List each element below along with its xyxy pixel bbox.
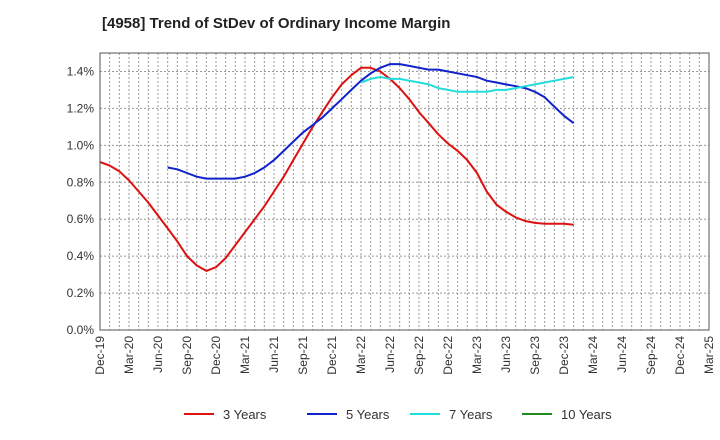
x-tick-label: Jun-22 <box>383 336 397 373</box>
x-tick-label: Jun-23 <box>499 336 513 373</box>
chart-title: [4958] Trend of StDev of Ordinary Income… <box>102 15 450 32</box>
x-tick-label: Mar-21 <box>238 336 252 374</box>
x-tick-label: Dec-22 <box>441 336 455 375</box>
grid <box>100 53 709 331</box>
y-tick-label: 1.4% <box>67 64 95 78</box>
y-tick-label: 0.6% <box>67 212 95 226</box>
x-tick-label: Mar-25 <box>702 336 716 374</box>
legend: 3 Years 5 Years 7 Years 10 Years <box>184 407 612 422</box>
series-line-5-years <box>167 63 575 180</box>
series-line-3-years <box>99 66 574 272</box>
x-tick-label: Dec-19 <box>93 336 107 375</box>
x-tick-label: Dec-20 <box>209 336 223 375</box>
x-tick-label: Mar-23 <box>470 336 484 374</box>
y-axis: 0.0% 0.2% 0.4% 0.6% 0.8% 1.0% 1.2% 1.4% <box>67 64 95 337</box>
x-tick-label: Dec-24 <box>673 336 687 375</box>
legend-label: 10 Years <box>561 407 612 422</box>
x-tick-label: Jun-24 <box>615 336 629 373</box>
y-tick-label: 0.8% <box>67 175 95 189</box>
y-tick-label: 1.0% <box>67 138 95 152</box>
x-tick-label: Mar-22 <box>354 336 368 374</box>
y-tick-label: 0.0% <box>67 323 95 337</box>
x-tick-label: Sep-22 <box>412 336 426 375</box>
x-tick-label: Mar-24 <box>586 336 600 374</box>
x-tick-label: Sep-23 <box>528 336 542 375</box>
series-lines <box>99 63 575 272</box>
x-tick-label: Sep-20 <box>180 336 194 375</box>
y-tick-label: 1.2% <box>67 101 95 115</box>
x-tick-label: Jun-20 <box>151 336 165 373</box>
y-tick-label: 0.2% <box>67 286 95 300</box>
x-tick-label: Jun-21 <box>267 336 281 373</box>
legend-label: 5 Years <box>346 407 390 422</box>
x-tick-label: Sep-21 <box>296 336 310 375</box>
legend-label: 7 Years <box>449 407 493 422</box>
plot-frame <box>99 52 710 331</box>
x-axis: Dec-19 Mar-20 Jun-20 Sep-20 Dec-20 Mar-21 Jun-… <box>93 336 716 375</box>
x-tick-label: Sep-24 <box>644 336 658 375</box>
legend-label: 3 Years <box>223 407 267 422</box>
x-tick-label: Mar-20 <box>122 336 136 374</box>
x-tick-label: Dec-21 <box>325 336 339 375</box>
series-line-7-years <box>360 76 574 93</box>
y-tick-label: 0.4% <box>67 249 95 263</box>
x-tick-label: Dec-23 <box>557 336 571 375</box>
